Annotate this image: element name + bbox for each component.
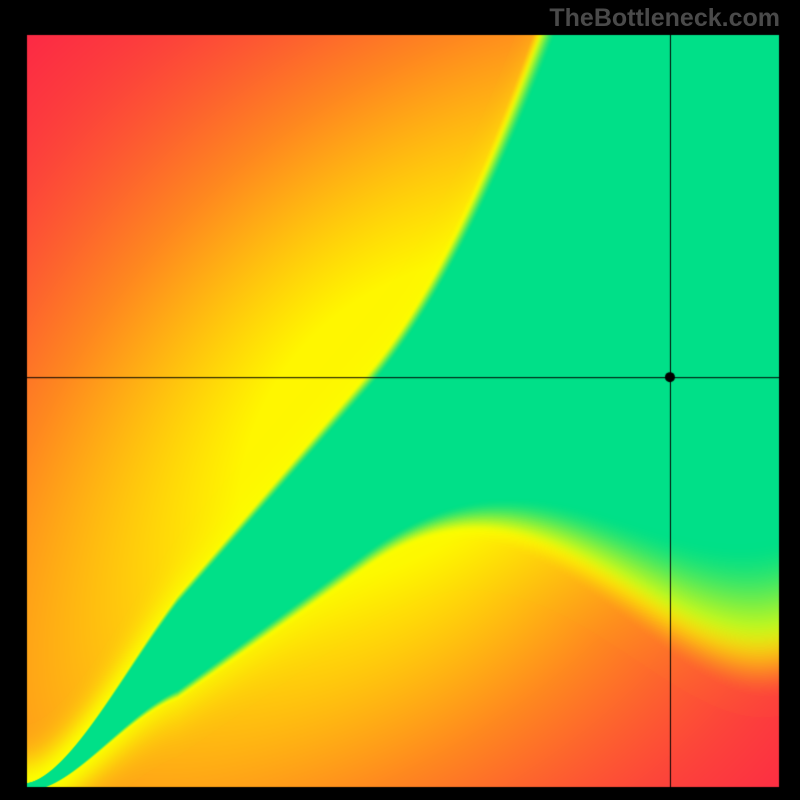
heatmap-canvas [0, 0, 800, 800]
chart-container: TheBottleneck.com [0, 0, 800, 800]
watermark-text: TheBottleneck.com [549, 4, 780, 33]
